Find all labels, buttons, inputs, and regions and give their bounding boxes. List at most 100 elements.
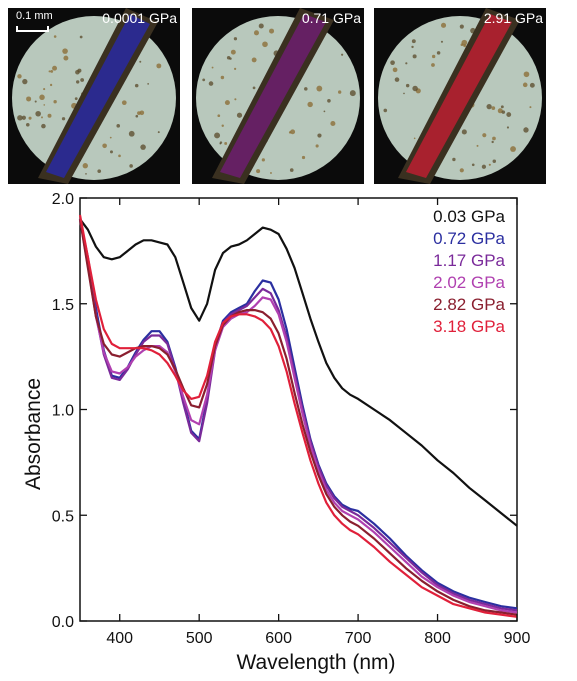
speckle <box>97 169 102 173</box>
speckle <box>35 110 41 117</box>
speckle <box>501 110 506 114</box>
speckle <box>26 96 32 102</box>
speckle <box>25 122 30 127</box>
speckle <box>128 130 135 137</box>
legend-entry: 0.72 GPa <box>433 229 505 248</box>
series-line-4 <box>78 219 518 614</box>
x-tick-label: 500 <box>186 630 213 647</box>
speckle <box>85 173 87 175</box>
speckle <box>41 116 43 119</box>
speckle <box>202 78 206 82</box>
crystal-photo-2-image <box>196 8 360 184</box>
speckle <box>50 69 54 73</box>
speckle <box>102 143 107 149</box>
speckle <box>412 54 417 59</box>
speckle <box>412 85 418 92</box>
speckle <box>269 28 275 34</box>
y-axis-label: Absorbance <box>22 378 45 490</box>
speckle <box>253 30 259 36</box>
legend-entry: 3.18 GPa <box>433 317 505 336</box>
speckle <box>139 110 145 116</box>
speckle <box>491 106 496 110</box>
scalebar <box>16 26 49 32</box>
speckle <box>109 150 113 154</box>
x-axis-label: Wavelength (nm) <box>236 651 395 674</box>
speckle <box>17 115 23 121</box>
x-tick-label: 800 <box>424 630 451 647</box>
speckle <box>497 108 503 114</box>
speckle <box>208 81 214 86</box>
legend-entry: 2.82 GPa <box>433 295 505 314</box>
speckle <box>230 49 236 55</box>
speckle <box>492 159 497 163</box>
speckle <box>506 112 512 117</box>
legend-entry: 2.02 GPa <box>433 273 505 292</box>
speckle <box>523 71 530 78</box>
speckle <box>53 100 57 104</box>
speckle <box>471 163 475 167</box>
pressure-label-1: 0.0001 GPa <box>102 10 177 26</box>
speckle <box>118 154 121 158</box>
speckle <box>221 124 224 127</box>
series-line-6 <box>78 214 518 618</box>
speckle <box>79 35 83 39</box>
speckle <box>506 126 510 129</box>
speckle <box>411 39 416 44</box>
speckle <box>413 137 416 140</box>
speckle <box>147 83 150 85</box>
speckle <box>316 85 323 92</box>
speckle <box>214 132 221 139</box>
y-tick-label: 2.0 <box>52 191 74 208</box>
speckle <box>436 51 441 55</box>
speckle <box>323 110 326 113</box>
speckle <box>251 57 257 63</box>
crystal <box>406 14 512 178</box>
speckle <box>262 41 268 48</box>
speckle <box>217 114 221 118</box>
speckle <box>41 123 46 129</box>
series-layer <box>78 214 518 618</box>
speckle <box>523 127 529 133</box>
speckle <box>233 37 238 41</box>
crystal-photo-1-image <box>12 8 176 184</box>
speckle <box>510 146 516 152</box>
speckle <box>394 77 400 82</box>
speckle <box>116 124 121 128</box>
speckle <box>134 83 139 88</box>
pressure-label-3: 2.91 GPa <box>483 10 543 26</box>
pressure-label-2: 0.71 GPa <box>301 10 361 26</box>
y-tick-label: 1.5 <box>52 297 74 314</box>
speckle <box>338 90 342 94</box>
speckle <box>39 94 45 101</box>
speckle <box>233 67 237 70</box>
speckle <box>220 75 225 80</box>
speckle <box>500 105 504 109</box>
speckle <box>529 106 532 109</box>
speckle <box>482 133 487 138</box>
speckle <box>75 69 80 75</box>
crystal <box>46 14 150 178</box>
speckle <box>82 163 88 169</box>
x-tick-label: 600 <box>265 630 292 647</box>
speckle <box>459 168 464 173</box>
absorbance-chart: 400 500 600 700 800 900 0.0 0.5 1.0 1.5 2.0 0.03 G… <box>22 191 531 674</box>
x-tick-label: 700 <box>345 630 372 647</box>
speckle <box>307 101 313 108</box>
legend-entry: 0.03 GPa <box>433 207 505 226</box>
x-tick-label: 400 <box>106 630 133 647</box>
speckle <box>431 54 436 59</box>
speckle <box>137 111 141 115</box>
speckle <box>491 140 494 144</box>
speckle <box>129 164 133 168</box>
crystal-photo-3: 2.91 GPa <box>374 8 546 184</box>
speckle <box>63 55 69 61</box>
speckle <box>486 103 492 110</box>
speckle <box>411 45 414 49</box>
axes-layer: 400 500 600 700 800 900 0.0 0.5 1.0 1.5 2.0 <box>52 191 531 647</box>
y-tick-label: 1.0 <box>52 403 74 420</box>
y-tick-label: 0.5 <box>52 508 74 525</box>
crystal-photo-2: 0.71 GPa <box>192 8 364 184</box>
speckle <box>252 86 256 90</box>
speckle <box>258 23 264 29</box>
speckle <box>315 144 319 148</box>
